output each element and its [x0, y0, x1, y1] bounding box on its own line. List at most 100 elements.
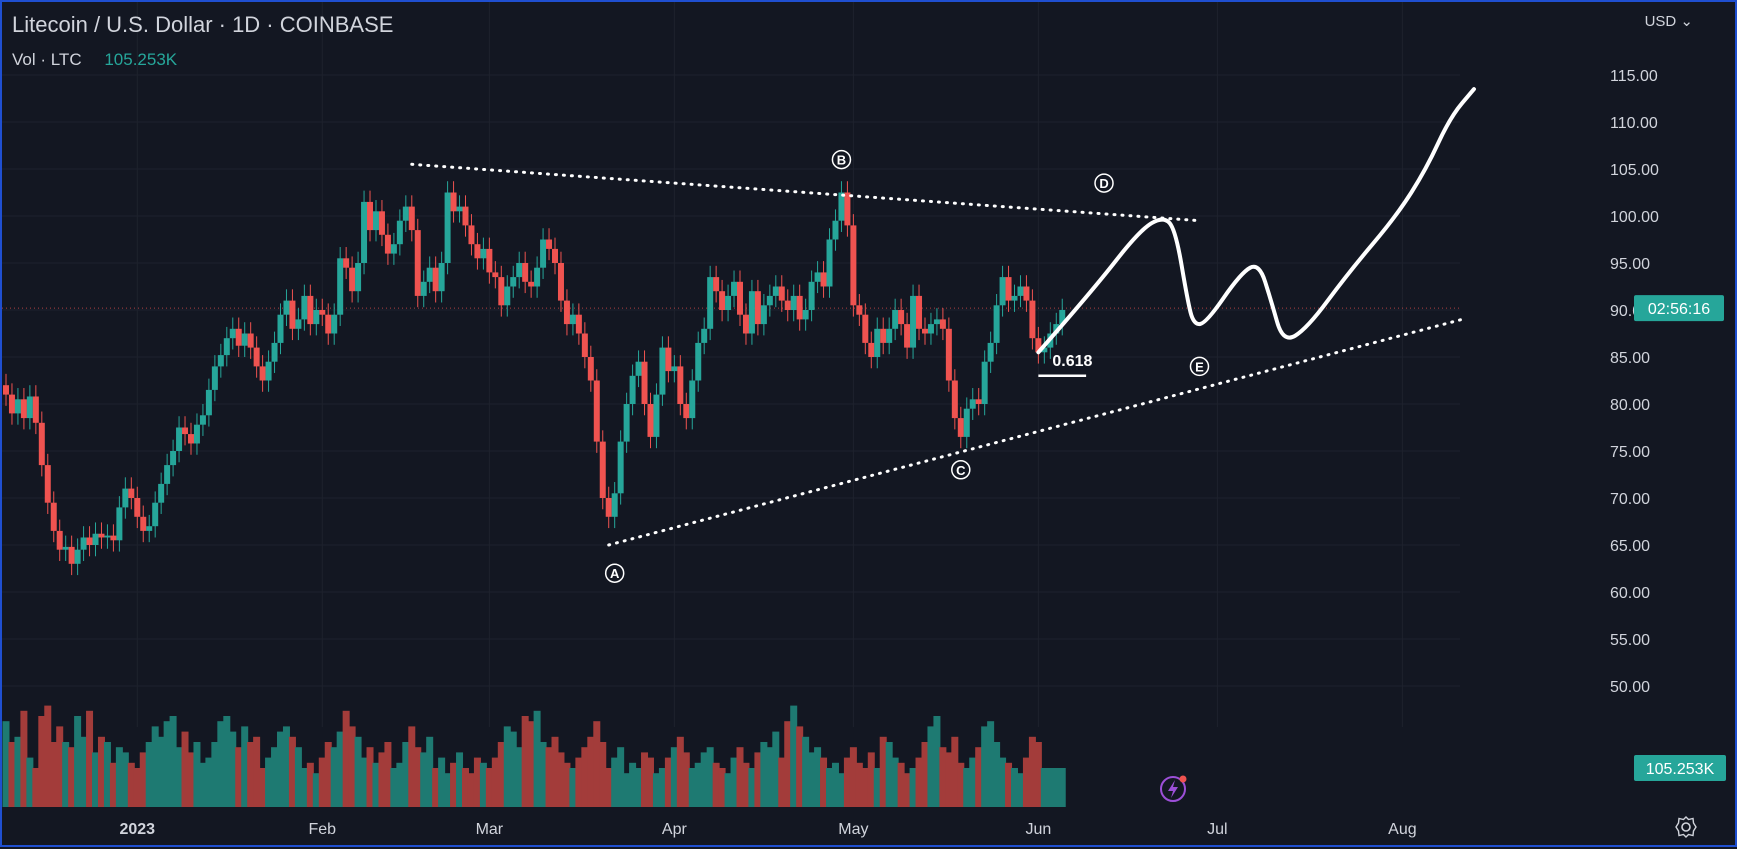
candle [414, 230, 421, 296]
volume-bar [551, 736, 559, 807]
volume-bar [271, 747, 279, 807]
volume-bar [1028, 736, 1036, 807]
x-tick-label: Feb [308, 821, 336, 838]
volume-bar [963, 768, 971, 807]
volume-bar [491, 757, 499, 807]
volume-bar [1011, 768, 1019, 807]
candle [689, 380, 696, 419]
x-tick-label: Jun [1025, 821, 1051, 838]
volume-bar [223, 716, 231, 807]
y-tick-label: 75.00 [1610, 444, 1650, 461]
volume-bar [145, 742, 153, 807]
candle [217, 355, 224, 367]
volume-bar [706, 747, 714, 807]
volume-bar [253, 736, 261, 807]
x-tick-label: Mar [476, 821, 504, 838]
currency-dropdown[interactable]: USD ⌄ [1645, 12, 1693, 30]
volume-bar [366, 747, 374, 807]
price-badge [1634, 295, 1724, 322]
volume-bar [802, 736, 810, 807]
candle [325, 314, 332, 334]
x-tick-label: 2023 [119, 821, 155, 838]
volume-bar [957, 762, 965, 807]
candle [343, 258, 350, 268]
candle [140, 516, 147, 531]
volume-bar [760, 742, 768, 807]
volume-bar [718, 768, 726, 807]
candle [665, 347, 672, 372]
volume-bar [981, 726, 989, 807]
candle [945, 328, 952, 381]
volume-bar [951, 736, 959, 807]
candle [193, 424, 200, 444]
candle [760, 305, 767, 325]
candle [790, 295, 797, 310]
volume-bar [539, 742, 547, 807]
candle [265, 361, 272, 381]
candle [868, 342, 875, 357]
volume-bar [635, 768, 643, 807]
wave-label-circle [604, 563, 625, 583]
candle [522, 263, 529, 282]
volume-bar [467, 773, 475, 807]
candle [904, 324, 911, 348]
volume-bar [133, 768, 141, 807]
candle [617, 441, 624, 494]
volume-bar [193, 742, 201, 807]
volume-bar [563, 762, 571, 807]
candle [289, 300, 296, 329]
candle [880, 328, 887, 343]
candle [772, 286, 779, 296]
volume-bar [581, 747, 589, 807]
candle [874, 328, 881, 357]
y-tick-label: 100.00 [1610, 209, 1659, 226]
volume-bar [86, 710, 94, 807]
volume-bar [80, 736, 88, 807]
candle [921, 328, 928, 334]
volume-bar [1016, 773, 1024, 807]
candle [468, 225, 475, 245]
volume-bar [873, 768, 881, 807]
candle [540, 239, 547, 268]
volume-bar [151, 726, 159, 807]
volume-bar [915, 757, 923, 807]
candle [110, 535, 117, 541]
volume-bar [1052, 768, 1060, 807]
candle [886, 328, 893, 343]
volume-bar [336, 731, 344, 807]
volume-bar [945, 752, 953, 807]
candle [647, 404, 654, 437]
candle [56, 530, 63, 550]
gear-icon[interactable] [1673, 814, 1699, 840]
candle [492, 272, 499, 278]
candle [44, 465, 51, 503]
candle [516, 263, 523, 278]
candle [629, 375, 636, 404]
volume-bar [921, 742, 929, 807]
volume-bar [1022, 757, 1030, 807]
candle [1011, 295, 1018, 301]
volume-bar [479, 762, 487, 807]
candle [152, 502, 159, 527]
candle [32, 396, 39, 423]
candle [211, 366, 218, 390]
candle [355, 263, 362, 292]
volume-bar [664, 757, 672, 807]
volume-bar [169, 716, 177, 807]
volume-bar [670, 747, 678, 807]
lower-trendline [607, 317, 1464, 547]
volume-bar [265, 757, 273, 807]
candle [116, 507, 123, 541]
candle [546, 239, 553, 249]
volume-bar [843, 757, 851, 807]
candle [158, 483, 165, 503]
volume-bar [885, 742, 893, 807]
candle [170, 451, 177, 466]
wave-label-circle [951, 460, 971, 480]
candle [199, 415, 206, 425]
candle [378, 211, 385, 235]
lightning-icon[interactable] [1156, 772, 1190, 806]
volume-bar [2, 721, 10, 807]
volume-badge [1634, 755, 1726, 781]
